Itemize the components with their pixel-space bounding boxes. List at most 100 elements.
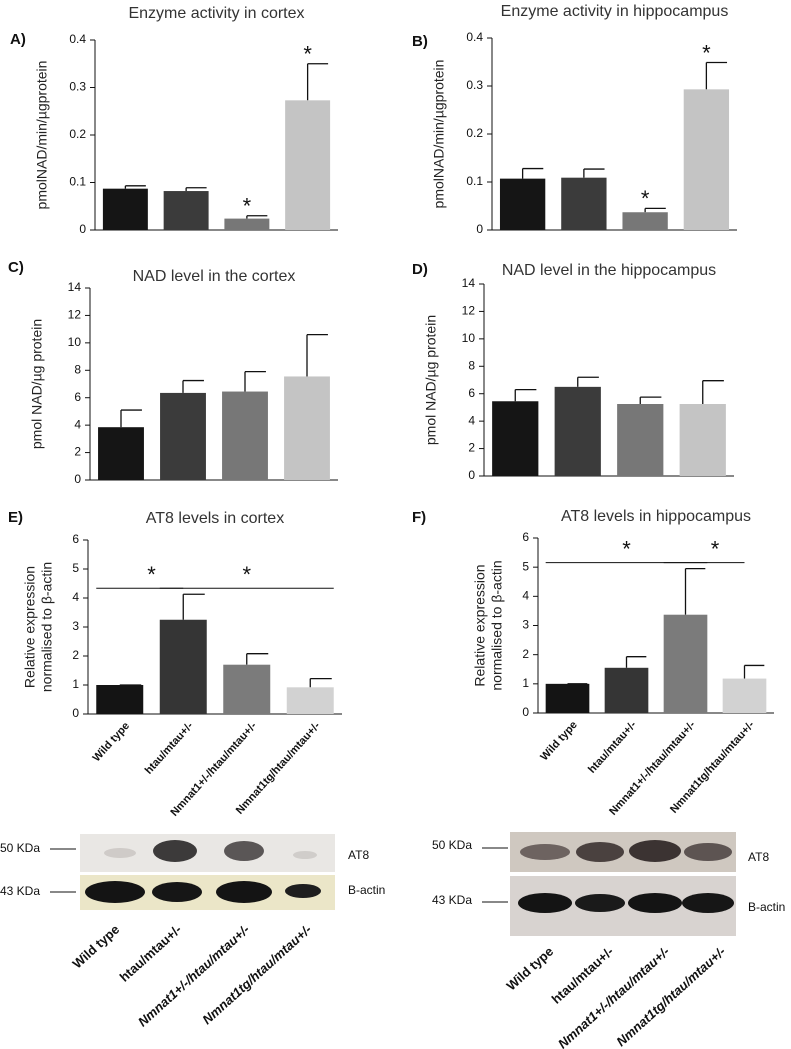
y-tick-label: 0 (72, 706, 79, 720)
bar (286, 687, 334, 714)
y-tick-label: 5 (72, 561, 79, 575)
lane-label: Nmnat1tg/htau/mtau+/- (199, 922, 314, 1028)
lane-label: Nmnat1+/-/htau/mtau+/- (555, 944, 672, 1049)
y-axis-label: Relative expression (472, 564, 488, 686)
panel-label: B) (412, 33, 428, 50)
y-axis-label: normalised to β-actin (489, 560, 505, 690)
x-tick-label: Wild type (91, 720, 133, 764)
y-tick-label: 0.1 (69, 175, 86, 189)
bar (160, 392, 206, 480)
band-label: B-actin (348, 883, 385, 897)
lane-label: Nmnat1tg/htau/mtau+/- (613, 944, 728, 1049)
chart-title: NAD level in the hippocampus (502, 262, 716, 279)
bar (102, 188, 148, 230)
y-tick-label: 0.4 (69, 32, 86, 46)
marker-label: 43 KDa (432, 893, 472, 907)
blot-image (482, 832, 736, 936)
y-tick-label: 8 (468, 358, 475, 372)
x-tick-label: htau/mtau+/- (143, 720, 196, 777)
bar (679, 404, 726, 476)
y-tick-label: 2 (522, 647, 529, 661)
bar (554, 386, 601, 476)
y-tick-label: 2 (72, 648, 79, 662)
marker-label: 43 KDa (0, 884, 40, 898)
band-label: B-actin (748, 900, 785, 914)
blot-image (50, 834, 335, 910)
y-tick-label: 12 (68, 308, 82, 322)
y-tick-label: 10 (462, 331, 476, 345)
y-tick-label: 14 (462, 276, 476, 290)
y-axis-label: pmolNAD/min/µgprotein (431, 60, 447, 209)
panel-label: E) (8, 509, 23, 526)
y-tick-label: 6 (74, 390, 81, 404)
y-tick-label: 3 (72, 619, 79, 633)
bar (561, 177, 607, 230)
significance-star: * (243, 194, 252, 219)
bar (223, 664, 271, 714)
y-axis-label: pmolNAD/min/µgprotein (34, 61, 50, 210)
chart-title: AT8 levels in hippocampus (561, 508, 751, 525)
bar (683, 89, 730, 230)
bar (663, 614, 708, 713)
y-tick-label: 0 (79, 222, 86, 236)
panel-label: F) (412, 509, 426, 526)
bar (545, 683, 590, 713)
bar (222, 391, 268, 480)
lane-label: Wild type (69, 922, 122, 972)
chart-title: Enzyme activity in hippocampus (501, 3, 729, 20)
lane-label: Nmnat1+/-/htau/mtau+/- (135, 922, 252, 1030)
x-tick-label: htau/mtau+/- (586, 719, 639, 776)
bar (722, 678, 767, 713)
chart-title: Enzyme activity in cortex (128, 5, 304, 22)
marker-label: 50 KDa (0, 841, 40, 855)
y-tick-label: 0 (522, 705, 529, 719)
significance-star: * (702, 40, 711, 65)
marker-label: 50 KDa (432, 838, 472, 852)
y-tick-label: 3 (522, 618, 529, 632)
significance-star: * (622, 536, 631, 561)
chart-title: AT8 levels in cortex (146, 510, 284, 527)
significance-star: * (641, 186, 650, 211)
bar (499, 178, 546, 230)
y-tick-label: 4 (72, 590, 79, 604)
y-tick-label: 4 (74, 417, 81, 431)
x-tick-label: Wild type (538, 719, 580, 763)
y-tick-label: 6 (522, 530, 529, 544)
y-tick-label: 6 (72, 532, 79, 546)
bar (96, 685, 144, 714)
y-tick-label: 0 (476, 222, 483, 236)
significance-star: * (147, 562, 156, 587)
y-tick-label: 2 (74, 445, 81, 459)
panel-label: A) (10, 31, 26, 48)
significance-star: * (711, 536, 720, 561)
bar (98, 427, 144, 480)
bar (224, 218, 270, 230)
chart-title: NAD level in the cortex (133, 268, 296, 285)
y-tick-label: 10 (68, 335, 82, 349)
lane-label: htau/mtau+/- (117, 922, 185, 985)
bar (163, 191, 209, 230)
bar (284, 376, 330, 480)
y-tick-label: 0.4 (466, 30, 483, 44)
y-tick-label: 1 (72, 677, 79, 691)
y-tick-label: 12 (462, 304, 476, 318)
y-axis-label: normalised to β-actin (39, 562, 55, 692)
y-axis-label: pmol NAD/µg protein (29, 319, 45, 449)
bar (622, 212, 668, 230)
bar (617, 404, 664, 476)
lane-label: Wild type (503, 944, 556, 994)
y-tick-label: 0 (74, 472, 81, 486)
y-tick-label: 0.2 (466, 126, 483, 140)
significance-star: * (303, 42, 312, 67)
bar (285, 100, 331, 230)
y-tick-label: 8 (74, 362, 81, 376)
y-tick-label: 1 (522, 676, 529, 690)
bar (604, 667, 649, 713)
significance-star: * (242, 562, 251, 587)
panel-label: D) (412, 261, 428, 278)
y-tick-label: 6 (468, 386, 475, 400)
bar (159, 619, 207, 714)
panel-label: C) (8, 259, 24, 276)
y-tick-label: 0 (468, 468, 475, 482)
